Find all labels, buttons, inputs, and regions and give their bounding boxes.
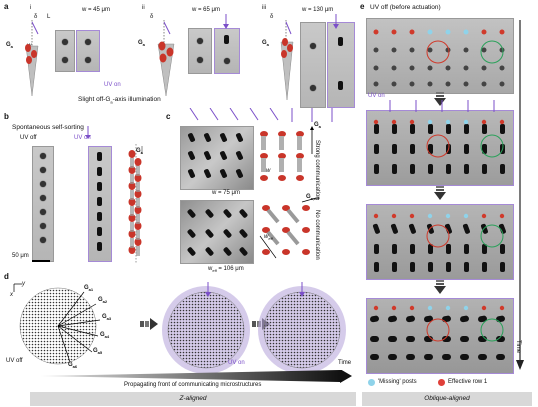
e-legend-row-swatch: [438, 379, 445, 386]
a-image-i-off: [55, 30, 75, 72]
e-frame-4-overlay: [370, 305, 505, 360]
e-frame-1: [366, 18, 514, 94]
panel-b-label: b: [4, 112, 9, 121]
a-caption: Slight off-Ga-axis illumination: [78, 96, 161, 105]
a-Ga-i: Ga: [6, 42, 13, 50]
a-sub-ii: ii: [142, 5, 145, 11]
panel-c-label: c: [166, 112, 171, 121]
a-delta-iii: δ: [270, 14, 274, 20]
d-g-label-6: Ga6: [68, 362, 78, 370]
b-pillar-chain-diagram: [128, 144, 143, 264]
d-arrow-1-icon: [140, 318, 158, 330]
c-strong-label: Strong communication: [314, 140, 320, 200]
b-scale-bar: [32, 260, 50, 262]
footer-oblique-aligned: Oblique-aligned: [362, 392, 532, 406]
c-image-bottom: [180, 200, 254, 264]
e-down-arrow-2-icon: [434, 186, 446, 200]
d-uv-on: UV on: [228, 360, 245, 366]
c-w-eff-label: weff: [264, 234, 273, 242]
d-circle-on-1: [162, 282, 250, 374]
a-pillar-diagram-iii: [280, 20, 294, 101]
d-g-label-2: Ga2: [98, 297, 108, 305]
d-g-label-1: Ga1: [84, 285, 94, 293]
b-image-uv-off: [32, 146, 54, 262]
c-diagram-bottom: [259, 197, 317, 259]
a-image-iii-off: [300, 22, 326, 108]
panel-d-label: d: [4, 272, 9, 281]
a-width-ii: w = 65 μm: [192, 7, 220, 13]
a-uv-arrows: [223, 14, 339, 29]
e-time-label: Time: [515, 340, 521, 354]
c-w-top-label: w = 75 μm: [212, 190, 240, 196]
c-Ga-eff: Ga,eff: [306, 194, 319, 202]
b-scale-bar-label: 50 μm: [12, 253, 29, 259]
a-image-i-on: [76, 30, 100, 72]
d-circle-off: [19, 287, 101, 365]
e-frame-3-overlay: [372, 213, 506, 272]
b-uv-off: UV off: [20, 135, 37, 141]
a-Ga-iii: Ga: [262, 40, 269, 48]
d-x-axis: x: [10, 292, 13, 298]
c-no-label: No communication: [314, 210, 320, 260]
a-image-ii-on: [214, 28, 240, 74]
a-image-iii-on: [327, 22, 355, 108]
a-L-label: L: [47, 14, 51, 20]
d-circle-on-2: [258, 282, 346, 374]
a-pillar-diagram-i: [25, 20, 39, 97]
c-w-label: w: [266, 168, 271, 174]
c-image-top: [180, 126, 254, 190]
d-g-label-3: Ga3: [102, 314, 112, 322]
d-time: Time: [338, 360, 352, 366]
c-uv-arrows: [189, 108, 333, 122]
e-frame-2-overlay: [373, 100, 505, 174]
d-g-label-5: Ga5: [93, 348, 103, 356]
e-frame-3: [366, 204, 514, 280]
d-uv-off: UV off: [6, 358, 23, 364]
a-delta-ii: δ: [150, 14, 154, 20]
a-uv-on-label: UV on: [104, 82, 121, 88]
c-diagram-top: [260, 126, 314, 181]
b-uv-arrow-icon: [85, 126, 91, 139]
e-frame-4: [366, 298, 514, 374]
e-down-arrow-3-icon: [434, 280, 446, 294]
e-frame-2: [366, 110, 514, 186]
e-legend-missing: 'Missing' posts: [378, 379, 417, 385]
c-w-eff-top-label: weff = 106 μm: [208, 266, 244, 274]
panel-e-label: e: [360, 2, 365, 11]
a-Ga-ii: Ga: [138, 40, 145, 48]
b-title: Spontaneous self-sorting: [12, 124, 84, 131]
d-front-wedge: [40, 370, 352, 383]
e-time-arrow: [516, 20, 524, 370]
a-sub-i: i: [30, 5, 32, 11]
a-image-ii-off: [188, 28, 212, 74]
a-pillar-diagram-ii: [157, 20, 175, 97]
d-front-label: Propagating front of communicating micro…: [124, 382, 262, 388]
b-uv-on: UV on: [74, 135, 91, 141]
a-delta-i: δ: [34, 14, 38, 20]
c-Ga-top: Ga: [314, 122, 321, 130]
d-g-label-4: Ga4: [100, 332, 110, 340]
b-image-uv-on: [88, 146, 112, 262]
d-axis-icon: [13, 283, 22, 292]
e-uv-on: UV on: [368, 93, 385, 99]
e-down-arrow-1-icon: [434, 92, 446, 106]
footer-z-aligned: Z-aligned: [30, 392, 356, 406]
e-frame-1-overlay: [373, 29, 505, 87]
a-width-iii: w = 130 μm: [302, 7, 334, 13]
panel-a-label: a: [4, 2, 9, 11]
e-legend-missing-swatch: [368, 379, 375, 386]
d-y-axis: y: [22, 281, 25, 287]
e-legend-row: Effective row 1: [448, 379, 488, 385]
e-title: UV off (before actuation): [370, 4, 441, 11]
a-sub-iii: iii: [262, 5, 266, 11]
a-width-i: w = 45 μm: [82, 7, 110, 13]
